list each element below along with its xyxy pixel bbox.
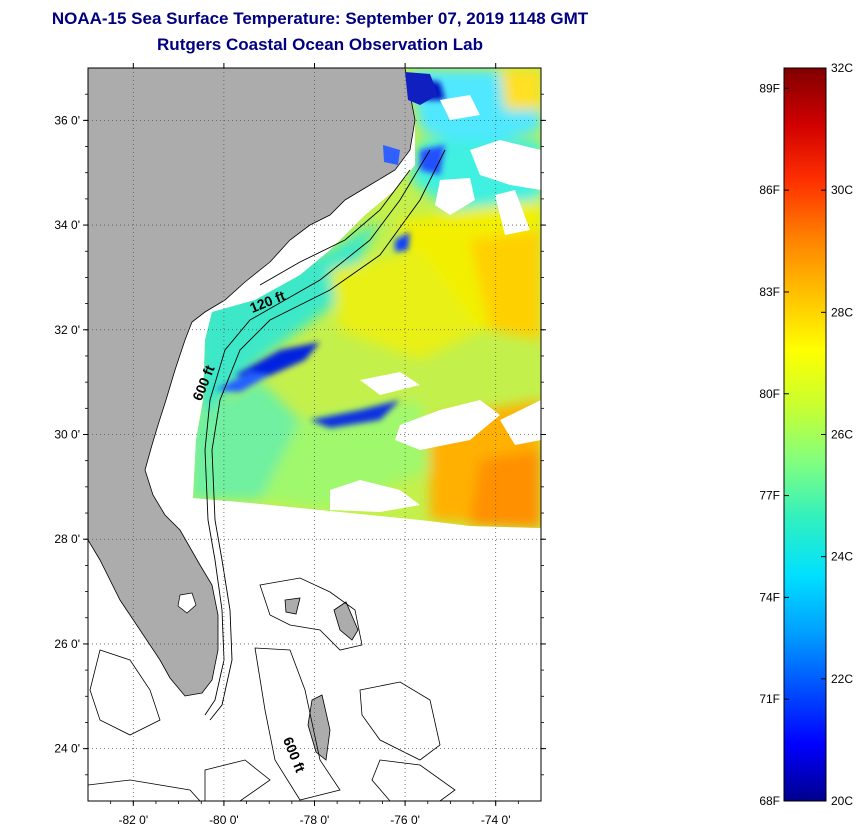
lon-label: -76 0'	[390, 813, 420, 827]
fahrenheit-label: 83F	[759, 285, 780, 299]
map-axis-ticks	[83, 63, 546, 806]
latitude-labels: 36 0' 34 0' 32 0' 30 0' 28 0' 26 0' 24 0'	[54, 113, 80, 755]
fahrenheit-label: 71F	[759, 692, 780, 706]
celsius-labels: 32C 30C 28C 26C 24C 22C 20C	[831, 61, 853, 808]
lake-okeechobee	[177, 592, 197, 614]
celsius-label: 30C	[831, 183, 853, 197]
lon-label: -82 0'	[118, 813, 148, 827]
map-subtitle: Rutgers Coastal Ocean Observation Lab	[157, 35, 483, 54]
celsius-label: 20C	[831, 794, 853, 808]
lat-label: 34 0'	[54, 218, 80, 232]
fahrenheit-label: 86F	[759, 183, 780, 197]
fahrenheit-label: 74F	[759, 590, 780, 604]
lat-label: 32 0'	[54, 323, 80, 337]
fahrenheit-label: 68F	[759, 794, 780, 808]
fahrenheit-labels: 89F 86F 83F 80F 77F 74F 71F 68F	[759, 81, 780, 808]
colorbar-ticks	[784, 67, 826, 802]
lat-label: 36 0'	[54, 113, 80, 127]
colorbar-gradient	[783, 67, 827, 802]
longitude-labels: -82 0' -80 0' -78 0' -76 0' -74 0'	[118, 813, 510, 827]
lat-label: 30 0'	[54, 428, 80, 442]
bahamas-islands	[284, 597, 359, 761]
celsius-label: 26C	[831, 428, 853, 442]
lon-label: -80 0'	[209, 813, 239, 827]
lon-label: -78 0'	[300, 813, 330, 827]
celsius-label: 32C	[831, 61, 853, 75]
fahrenheit-label: 77F	[759, 489, 780, 503]
fahrenheit-label: 89F	[759, 81, 780, 95]
lat-label: 24 0'	[54, 742, 80, 756]
map-title: NOAA-15 Sea Surface Temperature: Septemb…	[51, 9, 589, 28]
fahrenheit-label: 80F	[759, 387, 780, 401]
lon-label: -74 0'	[481, 813, 511, 827]
celsius-label: 28C	[831, 305, 853, 319]
celsius-label: 22C	[831, 672, 853, 686]
lat-label: 28 0'	[54, 532, 80, 546]
isobath-contours	[204, 149, 446, 721]
celsius-label: 24C	[831, 550, 853, 564]
lat-label: 26 0'	[54, 637, 80, 651]
us-coastline-land	[88, 68, 416, 697]
